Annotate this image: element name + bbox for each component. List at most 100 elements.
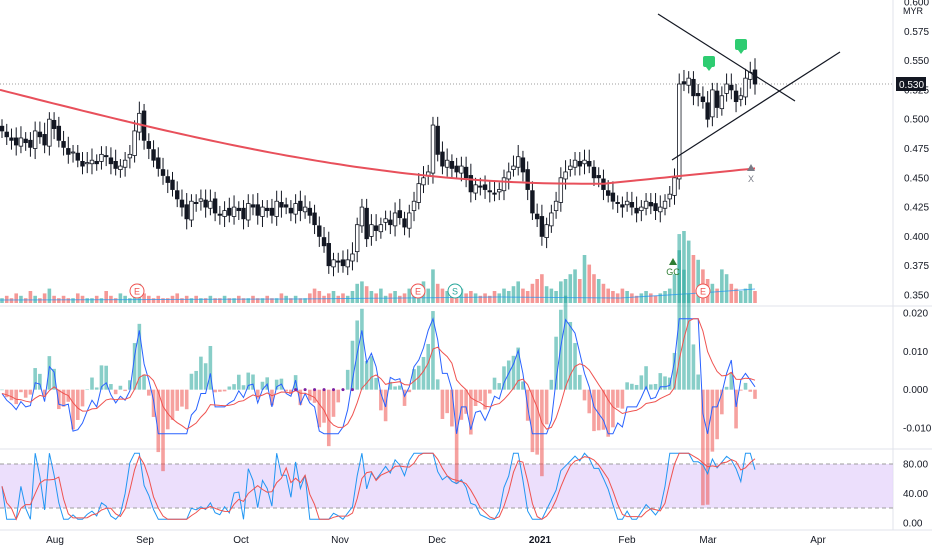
candle	[359, 206, 365, 227]
macd-histogram-bar	[393, 386, 397, 390]
macd-tick-label: 0.000	[903, 385, 928, 396]
candle	[615, 202, 620, 204]
macd-histogram-bar	[554, 336, 558, 390]
candle	[549, 212, 554, 227]
volume-bar	[710, 283, 715, 303]
earnings-marker[interactable]	[695, 283, 711, 299]
macd-histogram-bar	[511, 355, 516, 390]
macd-histogram-bar	[601, 389, 606, 430]
volume-bar	[47, 288, 52, 303]
macd-histogram-bar	[298, 389, 303, 406]
volume-bar	[440, 288, 445, 303]
candle	[416, 183, 421, 203]
candle	[672, 177, 677, 196]
triangle-upper-trendline[interactable]	[657, 13, 796, 102]
volume-bar	[90, 298, 94, 303]
macd-histogram-bar	[241, 385, 246, 390]
candle	[283, 204, 289, 208]
macd-histogram-bar	[729, 372, 734, 390]
candle	[733, 90, 739, 103]
volume-bar	[308, 293, 312, 303]
volume-bar	[483, 293, 487, 303]
candle	[70, 151, 76, 154]
volume-bar	[213, 298, 217, 303]
price-tick-label: 0.425	[904, 203, 929, 214]
macd-histogram-bar	[270, 389, 274, 406]
macd-histogram-bar	[90, 377, 94, 390]
volume-bar	[516, 281, 521, 303]
volume-bar	[398, 295, 402, 303]
volume-bar	[653, 295, 658, 303]
candle	[317, 225, 322, 237]
macd-histogram-bar	[184, 389, 189, 410]
macd-histogram-bar	[568, 321, 573, 390]
stochastic-k-line	[1, 452, 756, 520]
candle	[212, 198, 218, 214]
candle	[61, 141, 66, 148]
candle	[677, 83, 682, 180]
candle	[354, 224, 360, 253]
volume-bar	[667, 288, 672, 303]
volume-bar	[360, 281, 364, 303]
macd-histogram-bar	[222, 389, 227, 392]
earnings-marker[interactable]	[410, 283, 426, 299]
candle	[407, 212, 412, 229]
volume-bar	[99, 298, 104, 303]
candle	[624, 200, 630, 206]
candle	[468, 175, 474, 193]
price-tick-label: 0.350	[904, 291, 929, 302]
volume-bar	[620, 288, 625, 303]
candle	[478, 185, 483, 188]
candle	[629, 202, 635, 208]
time-tick-label: Feb	[618, 535, 636, 546]
volume-bar	[151, 298, 156, 303]
macd-histogram-bar	[672, 352, 677, 390]
moving-average-line	[0, 88, 756, 185]
volume-bar	[161, 298, 165, 303]
volume-bar	[478, 295, 483, 303]
candle	[236, 207, 241, 212]
volume-bar	[165, 298, 170, 303]
macd-histogram-bar	[620, 389, 625, 409]
candle	[582, 159, 587, 165]
volume-bar	[42, 293, 47, 303]
candle	[388, 219, 393, 226]
candle	[160, 169, 166, 176]
flag-marker[interactable]	[735, 39, 747, 50]
candle	[208, 200, 213, 209]
macd-histogram-bar	[128, 380, 132, 390]
volume-bar	[748, 283, 753, 303]
volume-bar	[180, 298, 184, 303]
candle	[23, 138, 28, 144]
split-marker[interactable]	[447, 283, 463, 299]
volume-bar	[274, 298, 279, 303]
candle	[525, 169, 530, 190]
candle	[378, 224, 384, 233]
volume-bar	[445, 291, 449, 303]
volume-bar	[355, 283, 359, 303]
macd-histogram-bar	[213, 389, 217, 393]
macd-histogram-bar	[80, 389, 85, 407]
candle	[326, 243, 331, 267]
candle	[634, 207, 639, 214]
macd-zero-dot	[341, 388, 345, 392]
volume-bar	[592, 274, 596, 303]
price-tick-label: 0.375	[904, 261, 929, 272]
volume-bar	[743, 288, 748, 303]
candle	[454, 165, 459, 173]
candle	[605, 190, 611, 196]
macd-histogram-bar	[530, 389, 535, 453]
candle	[681, 81, 687, 85]
volume-bar	[322, 295, 326, 303]
triangle-lower-trendline[interactable]	[671, 51, 841, 161]
volume-bar	[644, 291, 648, 303]
candle	[108, 157, 114, 165]
volume-bar	[218, 298, 222, 303]
flag-marker[interactable]	[703, 56, 715, 67]
macd-histogram-bar	[743, 382, 748, 390]
volume-bar	[28, 291, 33, 303]
volume-bar	[75, 293, 80, 303]
earnings-marker[interactable]	[129, 283, 145, 299]
flag-marker-pointer	[738, 50, 744, 54]
